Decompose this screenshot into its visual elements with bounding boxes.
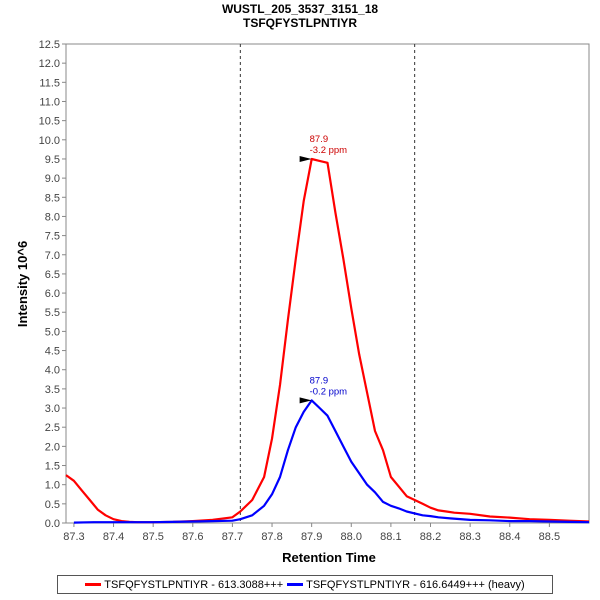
y-tick-label: 7.5: [45, 231, 60, 243]
y-tick-label: 6.0: [45, 288, 60, 300]
peak-annotation-label: 87.9: [310, 134, 329, 145]
x-tick-label: 87.9: [301, 531, 322, 543]
x-tick-label: 87.3: [63, 531, 84, 543]
y-axis-label: Intensity 10^6: [15, 241, 30, 327]
x-tick-label: 88.0: [341, 531, 362, 543]
x-tick-label: 88.3: [459, 531, 480, 543]
x-tick-label: 88.5: [539, 531, 560, 543]
chart-subtitle: TSFQFYSTLPNTIYR: [243, 16, 357, 30]
peak-marker: [299, 397, 312, 404]
y-tick-label: 3.5: [45, 384, 60, 396]
peak-annotation-label: 87.9: [310, 375, 329, 386]
y-tick-label: 8.0: [45, 211, 60, 223]
y-tick-label: 5.5: [45, 307, 60, 319]
y-tick-label: 10.0: [39, 135, 60, 147]
y-tick-label: 3.0: [45, 403, 60, 415]
x-tick-label: 87.7: [222, 531, 243, 543]
x-tick-label: 87.4: [103, 531, 124, 543]
y-tick-label: 5.0: [45, 326, 60, 338]
x-tick-label: 87.6: [182, 531, 203, 543]
legend-item-light: TSFQFYSTLPNTIYR - 613.3088+++: [85, 579, 283, 591]
y-tick-label: 4.0: [45, 365, 60, 377]
y-tick-label: 12.0: [39, 58, 60, 70]
y-tick-label: 2.0: [45, 441, 60, 453]
x-tick-label: 88.1: [380, 531, 401, 543]
x-tick-label: 88.4: [499, 531, 520, 543]
y-tick-label: 9.5: [45, 154, 60, 166]
chart-legend: TSFQFYSTLPNTIYR - 613.3088+++ TSFQFYSTLP…: [57, 575, 553, 594]
y-tick-label: 2.5: [45, 422, 60, 434]
y-tick-label: 1.5: [45, 461, 60, 473]
chart-title: WUSTL_205_3537_3151_18: [222, 2, 378, 16]
peak-marker: [299, 155, 312, 162]
y-tick-label: 12.5: [39, 39, 60, 51]
legend-swatch-blue: [287, 583, 304, 586]
y-tick-label: 8.5: [45, 192, 60, 204]
y-tick-label: 1.0: [45, 480, 60, 492]
y-tick-label: 11.5: [39, 77, 60, 89]
x-axis-label: Retention Time: [282, 550, 376, 565]
y-tick-label: 10.5: [39, 116, 60, 128]
y-tick-label: 7.0: [45, 250, 60, 262]
y-tick-label: 6.5: [45, 269, 60, 281]
y-tick-label: 11.0: [39, 96, 60, 108]
legend-label-heavy: TSFQFYSTLPNTIYR - 616.6449+++ (heavy): [306, 578, 525, 591]
y-tick-label: 0.5: [45, 499, 60, 511]
legend-item-heavy: TSFQFYSTLPNTIYR - 616.6449+++ (heavy): [287, 579, 525, 591]
x-tick-label: 88.2: [420, 531, 441, 543]
y-tick-label: 4.5: [45, 346, 60, 358]
plot-area: [65, 43, 590, 524]
x-tick-label: 87.8: [261, 531, 282, 543]
y-tick-label: 0.0: [45, 518, 60, 530]
legend-swatch-red: [85, 583, 102, 586]
series-line-1: [73, 399, 590, 524]
x-tick-label: 87.5: [142, 531, 163, 543]
peak-annotation-label: -3.2 ppm: [310, 145, 348, 156]
y-tick-label: 9.0: [45, 173, 60, 185]
peak-annotation-label: -0.2 ppm: [310, 386, 348, 397]
legend-label-light: TSFQFYSTLPNTIYR - 613.3088+++: [104, 578, 284, 591]
